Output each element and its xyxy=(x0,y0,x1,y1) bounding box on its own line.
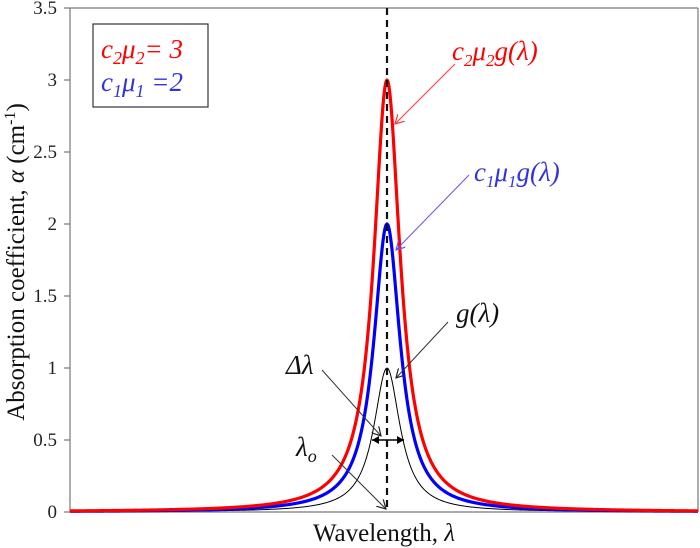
annotation-lambda0: λo xyxy=(295,432,386,509)
y-tick-label: 2.5 xyxy=(33,142,57,163)
y-tick-group: 0 0.5 1 1.5 2 2.5 3 3.5 xyxy=(33,0,70,523)
y-tick-label: 3 xyxy=(48,70,58,91)
x-axis-title: Wavelength, λ xyxy=(313,520,455,547)
y-tick-label: 0 xyxy=(48,502,58,523)
annotation-blue: c1μ1g(λ) xyxy=(396,157,560,250)
y-tick-label: 2 xyxy=(48,214,58,235)
y-axis-title: Absorption coefficient, α (cm-1) xyxy=(2,103,30,421)
arrow-lambda0 xyxy=(331,454,386,509)
annotation-delta-lambda: Δλ xyxy=(285,350,404,444)
label-g-curve: g(λ) xyxy=(456,298,499,328)
fwhm-arrowhead-left xyxy=(372,436,379,444)
plot-area xyxy=(69,7,699,513)
label-blue-curve: c1μ1g(λ) xyxy=(474,157,560,191)
arrow-red xyxy=(395,63,456,124)
y-tick-label: 1.5 xyxy=(33,286,57,307)
legend-entry-red: c2μ2= 3 xyxy=(101,34,183,68)
arrow-g xyxy=(396,321,449,378)
annotation-red: c2μ2g(λ) xyxy=(395,36,538,124)
arrow-delta-lambda xyxy=(321,369,381,436)
curve-blue xyxy=(69,222,699,513)
curve-red xyxy=(69,78,699,513)
label-red-curve: c2μ2g(λ) xyxy=(452,36,538,70)
curves-group xyxy=(69,78,699,513)
legend: c2μ2= 3 c1μ1 =2 xyxy=(92,23,209,108)
label-delta-lambda: Δλ xyxy=(285,350,314,380)
annotation-g: g(λ) xyxy=(396,298,499,378)
y-tick-label: 1 xyxy=(48,358,58,379)
y-tick-label: 3.5 xyxy=(33,0,57,19)
label-lambda0: λo xyxy=(295,432,317,466)
legend-box xyxy=(92,23,209,108)
fwhm-arrowhead-right xyxy=(397,436,404,444)
y-tick-label: 0.5 xyxy=(33,430,57,451)
legend-entry-blue: c1μ1 =2 xyxy=(101,67,183,101)
arrow-blue xyxy=(396,174,470,250)
